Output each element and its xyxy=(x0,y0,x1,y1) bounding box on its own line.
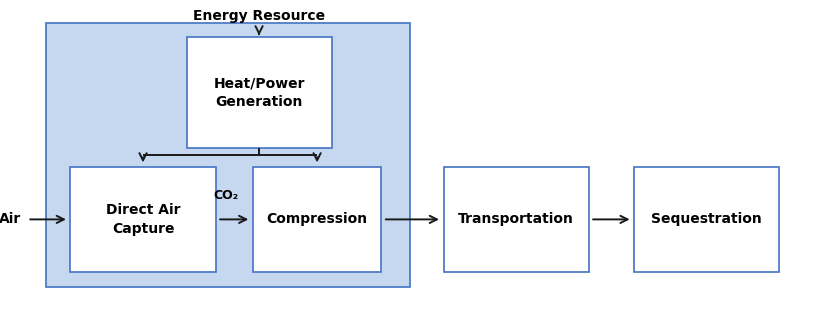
Text: Compression: Compression xyxy=(267,212,367,226)
Text: Heat/Power
Generation: Heat/Power Generation xyxy=(213,77,305,109)
FancyBboxPatch shape xyxy=(443,167,588,272)
FancyBboxPatch shape xyxy=(70,167,215,272)
Text: Sequestration: Sequestration xyxy=(651,212,761,226)
FancyBboxPatch shape xyxy=(253,167,381,272)
FancyBboxPatch shape xyxy=(633,167,778,272)
FancyBboxPatch shape xyxy=(186,37,331,148)
Text: Direct Air
Capture: Direct Air Capture xyxy=(106,203,180,235)
Text: CO₂: CO₂ xyxy=(213,189,238,202)
Text: Energy Resource: Energy Resource xyxy=(193,9,325,23)
FancyBboxPatch shape xyxy=(46,23,410,287)
Text: Air: Air xyxy=(0,212,21,226)
Text: Transportation: Transportation xyxy=(458,212,573,226)
